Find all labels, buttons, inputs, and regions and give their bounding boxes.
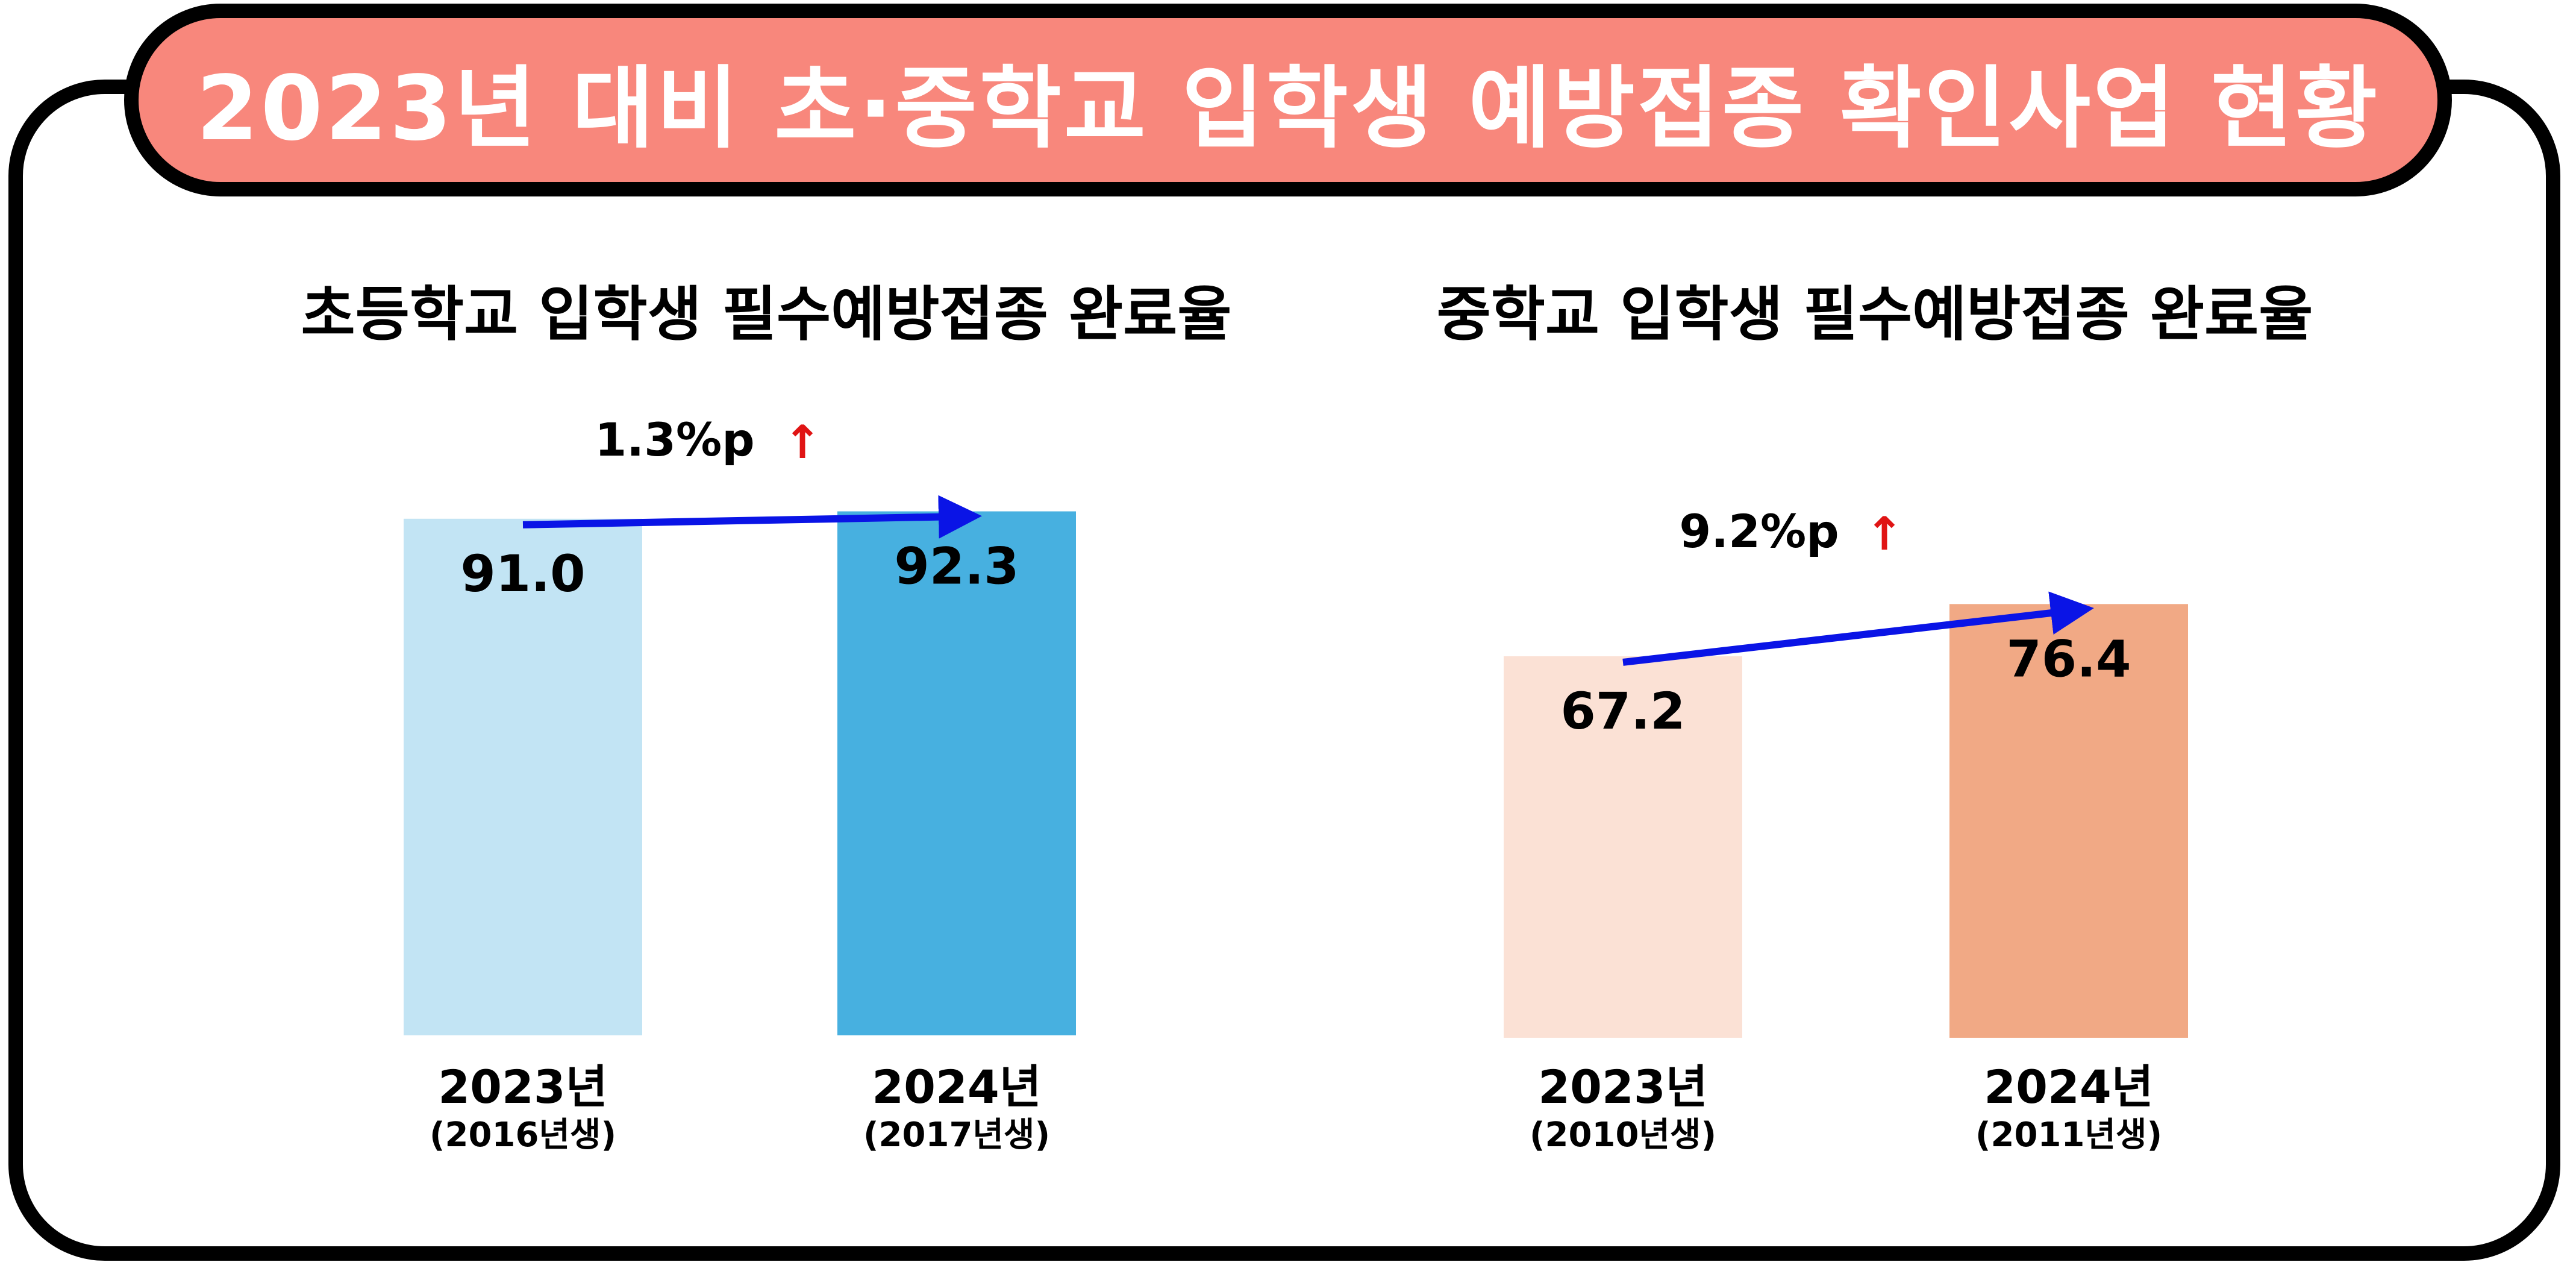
data-label: 76.4: [2006, 629, 2131, 688]
change-label: 9.2%p: [1679, 504, 1839, 558]
bar: [837, 511, 1076, 1035]
trend-arrow: [1622, 591, 2094, 666]
data-label: 67.2: [1560, 682, 1685, 741]
bar: [404, 518, 642, 1035]
category-label: 2023년: [1538, 1060, 1707, 1114]
data-label: 92.3: [894, 537, 1019, 596]
chart-title: 중학교 입학생 필수예방접종 완료율: [1437, 280, 2313, 349]
change-label: 1.3%p: [595, 413, 754, 466]
up-arrow-icon: ↑: [783, 415, 822, 469]
category-label: 2024년: [872, 1060, 1041, 1114]
category-sublabel: (2010년생): [1530, 1116, 1716, 1155]
category-sublabel: (2016년생): [430, 1116, 616, 1155]
trend-arrow: [522, 495, 982, 539]
up-arrow-icon: ↑: [1865, 507, 1904, 560]
category-sublabel: (2017년생): [863, 1116, 1050, 1155]
page-title: 2023년 대비 초·중학교 입학생 예방접종 확인사업 현황: [196, 56, 2380, 160]
category-label: 2023년: [438, 1060, 607, 1114]
bar: [1504, 656, 1742, 1038]
bar: [1949, 604, 2188, 1038]
category-sublabel: (2011년생): [1975, 1116, 2162, 1155]
category-label: 2024년: [1984, 1060, 2153, 1114]
data-label: 91.0: [460, 544, 585, 603]
chart-title: 초등학교 입학생 필수예방접종 완료율: [301, 280, 1232, 349]
